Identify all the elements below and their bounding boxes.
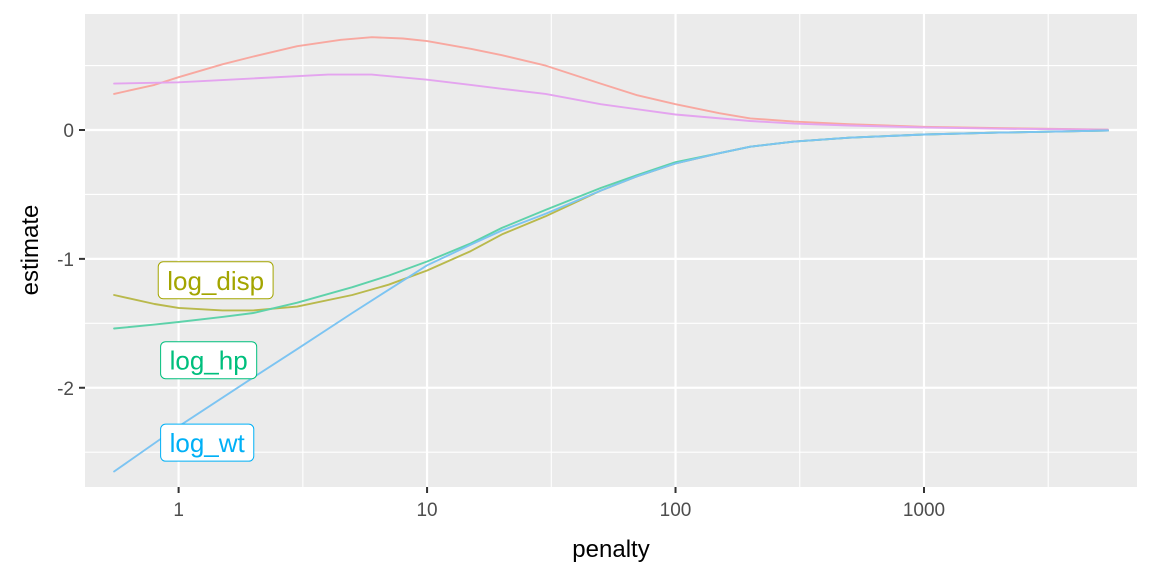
series-lines [113,36,1109,473]
series-label-log_wt: log_wt [160,423,255,462]
x-tick-label: 100 [660,500,692,521]
y-axis-title: estimate [17,205,44,296]
series-label-box [160,341,258,380]
grid-major [85,14,1137,487]
series-label-text: log_wt [170,428,246,458]
x-axis-title: penalty [572,536,649,563]
series-line-unlabeled-2 [113,73,1109,131]
x-tick-label: 10 [416,500,437,521]
series-label-text: log_hp [170,346,248,376]
y-tick-label: -1 [57,250,74,271]
series-line-unlabeled-1 [113,36,1109,131]
y-tick-label: -2 [57,379,74,400]
y-tick-label: 0 [63,121,74,142]
x-axis: 1 10 100 1000 [173,487,945,521]
series-line-log_wt [113,129,1109,473]
panel-background [85,14,1137,487]
y-axis: 0 -1 -2 [57,121,85,400]
series-label-box [157,261,274,300]
grid-minor [85,14,1137,487]
series-label-log_disp: log_disp [157,261,274,300]
series-label-log_hp: log_hp [160,341,258,380]
series-label-box [160,423,255,462]
x-tick-label: 1 [173,500,184,521]
x-tick-label: 1000 [903,500,945,521]
series-label-text: log_disp [167,266,264,296]
series-labels: log_disp log_hp log_wt [157,261,274,462]
